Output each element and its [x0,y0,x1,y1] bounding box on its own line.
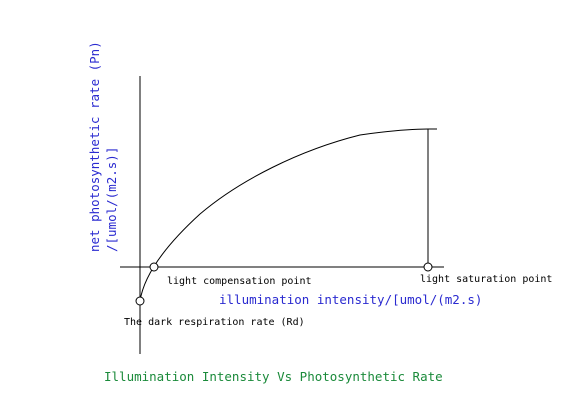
light-saturation-label: light saturation point [420,274,552,285]
light-saturation-marker [423,262,433,272]
dark-respiration-marker [135,296,145,306]
photosynthesis-curve [139,128,437,302]
dark-respiration-label: The dark respiration rate (Rd) [124,317,305,328]
diagram-caption: Illumination Intensity Vs Photosynthetic… [104,369,443,384]
light-compensation-label: light compensation point [167,276,312,287]
y-axis-label-line1: net photosynthetic rate (Pn) [87,41,102,252]
y-axis-label-line2: /[umol/(m2.s)] [104,147,119,252]
x-axis-label: illumination intensity/[umol/(m2.s) [219,292,482,307]
light-compensation-marker [149,262,159,272]
